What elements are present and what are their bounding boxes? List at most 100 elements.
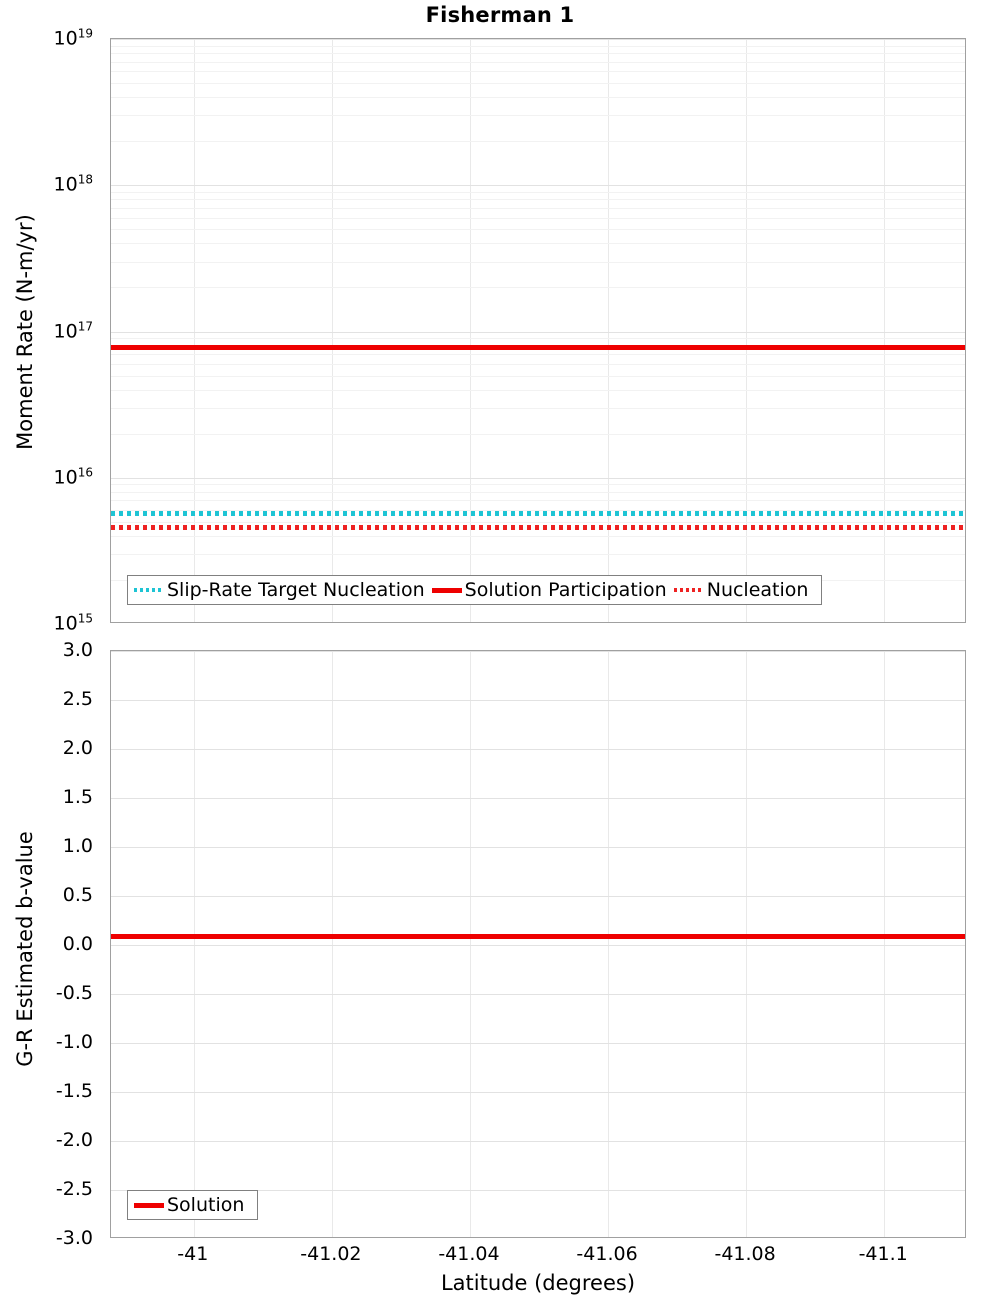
gridline-horizontal-minor [111, 535, 965, 537]
page-title: Fisherman 1 [425, 3, 575, 27]
y-tick-label: 0.5 [62, 884, 93, 906]
y-tick-label: -1.5 [55, 1080, 93, 1102]
b-value-legend[interactable]: Solution [127, 1190, 259, 1220]
gridline-horizontal-major [111, 477, 965, 479]
legend-line-swatch-icon [134, 1202, 164, 1208]
gridline-horizontal-minor [111, 287, 965, 289]
legend-entry-label: Slip-Rate Target Nucleation [167, 579, 425, 601]
gridline-vertical [331, 39, 333, 622]
gridline-vertical [469, 39, 471, 622]
y-tick-label: 1018 [53, 172, 93, 196]
gridline-horizontal-major [111, 798, 965, 799]
gridline-horizontal-minor [111, 500, 965, 502]
y-tick-label: -0.5 [55, 982, 93, 1004]
series-line-solution [111, 933, 965, 939]
series-line-nucleation [111, 524, 965, 530]
gridline-horizontal-minor [111, 141, 965, 143]
gridline-horizontal-major [111, 847, 965, 848]
gridline-vertical [746, 39, 748, 622]
b-value-plot-area [110, 650, 966, 1238]
x-tick-label: -41.1 [858, 1243, 908, 1265]
y-tick-label: 2.0 [62, 737, 93, 759]
moment-rate-legend-entry[interactable]: Nucleation [673, 579, 816, 601]
gridline-horizontal-major [111, 700, 965, 701]
b-value-y-axis-label: G-R Estimated b-value [13, 831, 37, 1067]
gridline-vertical [746, 651, 748, 1237]
gridline-horizontal-minor [111, 115, 965, 117]
moment-rate-legend-entry[interactable]: Slip-Rate Target Nucleation [134, 579, 432, 601]
gridline-horizontal-minor [111, 199, 965, 201]
gridline-horizontal-minor [111, 510, 965, 512]
gridline-horizontal-minor [111, 261, 965, 263]
gridline-horizontal-major [111, 185, 965, 187]
gridline-horizontal-minor [111, 83, 965, 85]
gridline-horizontal-minor [111, 407, 965, 409]
y-tick-label: 3.0 [62, 639, 93, 661]
legend-entry-label: Nucleation [706, 579, 809, 601]
gridline-vertical [884, 39, 886, 622]
y-tick-label: 1017 [53, 318, 93, 343]
moment-rate-legend-entry[interactable]: Solution Participation [431, 579, 674, 601]
legend-line-swatch-icon [431, 587, 462, 593]
legend-line-swatch-icon [134, 588, 164, 592]
gridline-horizontal-major [111, 1092, 965, 1093]
gridline-horizontal-major [111, 1141, 965, 1142]
gridline-horizontal-minor [111, 61, 965, 63]
gridline-horizontal-minor [111, 354, 965, 356]
gridline-horizontal-minor [111, 363, 965, 365]
gridline-horizontal-minor [111, 191, 965, 193]
y-tick-label: 1016 [53, 465, 93, 489]
gridline-horizontal-major [111, 331, 965, 333]
gridline-horizontal-minor [111, 97, 965, 99]
series-line-slip-rate-target-nucleation [111, 510, 965, 516]
x-axis-label: Latitude (degrees) [440, 1271, 636, 1295]
x-tick-label: -41.04 [438, 1243, 500, 1265]
gridline-horizontal-minor [111, 484, 965, 486]
moment-rate-plot-area [110, 38, 966, 623]
gridline-horizontal-major [111, 1043, 965, 1044]
legend-entry-label: Solution Participation [464, 579, 667, 601]
x-tick-label: -41 [177, 1243, 209, 1265]
y-tick-label: 2.5 [62, 688, 93, 710]
y-tick-label: -3.0 [55, 1227, 93, 1249]
x-axis-ticks: -41 -41.02 -41.04 -41.06 -41.08 -41.1 [110, 1243, 966, 1269]
gridline-horizontal-minor [111, 433, 965, 435]
legend-entry-label: Solution [167, 1194, 245, 1216]
series-line-solution-participation [111, 344, 965, 350]
gridline-horizontal-minor [111, 389, 965, 391]
b-value-y-axis-ticks: 3.0 2.5 2.0 1.5 1.0 0.5 0.0 -0.5 -1.0 -1.5 -2.0 -2.… [0, 639, 100, 1249]
gridline-horizontal-minor [111, 45, 965, 47]
gridline-horizontal-major [111, 651, 965, 652]
y-tick-label: 1.5 [62, 786, 93, 808]
gridline-vertical [608, 651, 610, 1237]
gridline-horizontal-major [111, 39, 965, 40]
y-tick-label: 1019 [53, 26, 93, 50]
gridline-vertical [193, 39, 195, 622]
moment-rate-legend[interactable]: Slip-Rate Target Nucleation Solution Part… [127, 575, 823, 605]
y-tick-label: 1.0 [62, 835, 93, 857]
gridline-horizontal-minor [111, 217, 965, 219]
gridline-vertical [193, 651, 195, 1237]
gridline-horizontal-minor [111, 53, 965, 55]
y-tick-label: -2.0 [55, 1129, 93, 1151]
gridline-horizontal-major [111, 749, 965, 750]
moment-rate-y-axis-label: Moment Rate (N-m/yr) [13, 214, 37, 450]
gridline-horizontal-minor [111, 71, 965, 73]
gridline-horizontal-minor [111, 521, 965, 523]
gridline-vertical [469, 651, 471, 1237]
gridline-horizontal-minor [111, 338, 965, 340]
gridline-vertical [331, 651, 333, 1237]
gridline-horizontal-major [111, 1190, 965, 1191]
y-tick-label: -2.5 [55, 1178, 93, 1200]
x-tick-label: -41.02 [300, 1243, 362, 1265]
gridline-vertical [608, 39, 610, 622]
y-tick-label: 0.0 [62, 933, 93, 955]
gridline-horizontal-minor [111, 207, 965, 209]
b-value-legend-entry[interactable]: Solution [134, 1194, 251, 1216]
y-tick-label: -1.0 [55, 1031, 93, 1053]
gridline-horizontal-minor [111, 229, 965, 231]
gridline-horizontal-major [111, 945, 965, 946]
gridline-horizontal-major [111, 994, 965, 995]
moment-rate-y-axis-ticks: 1019 1018 1017 1016 1015 [0, 26, 100, 634]
